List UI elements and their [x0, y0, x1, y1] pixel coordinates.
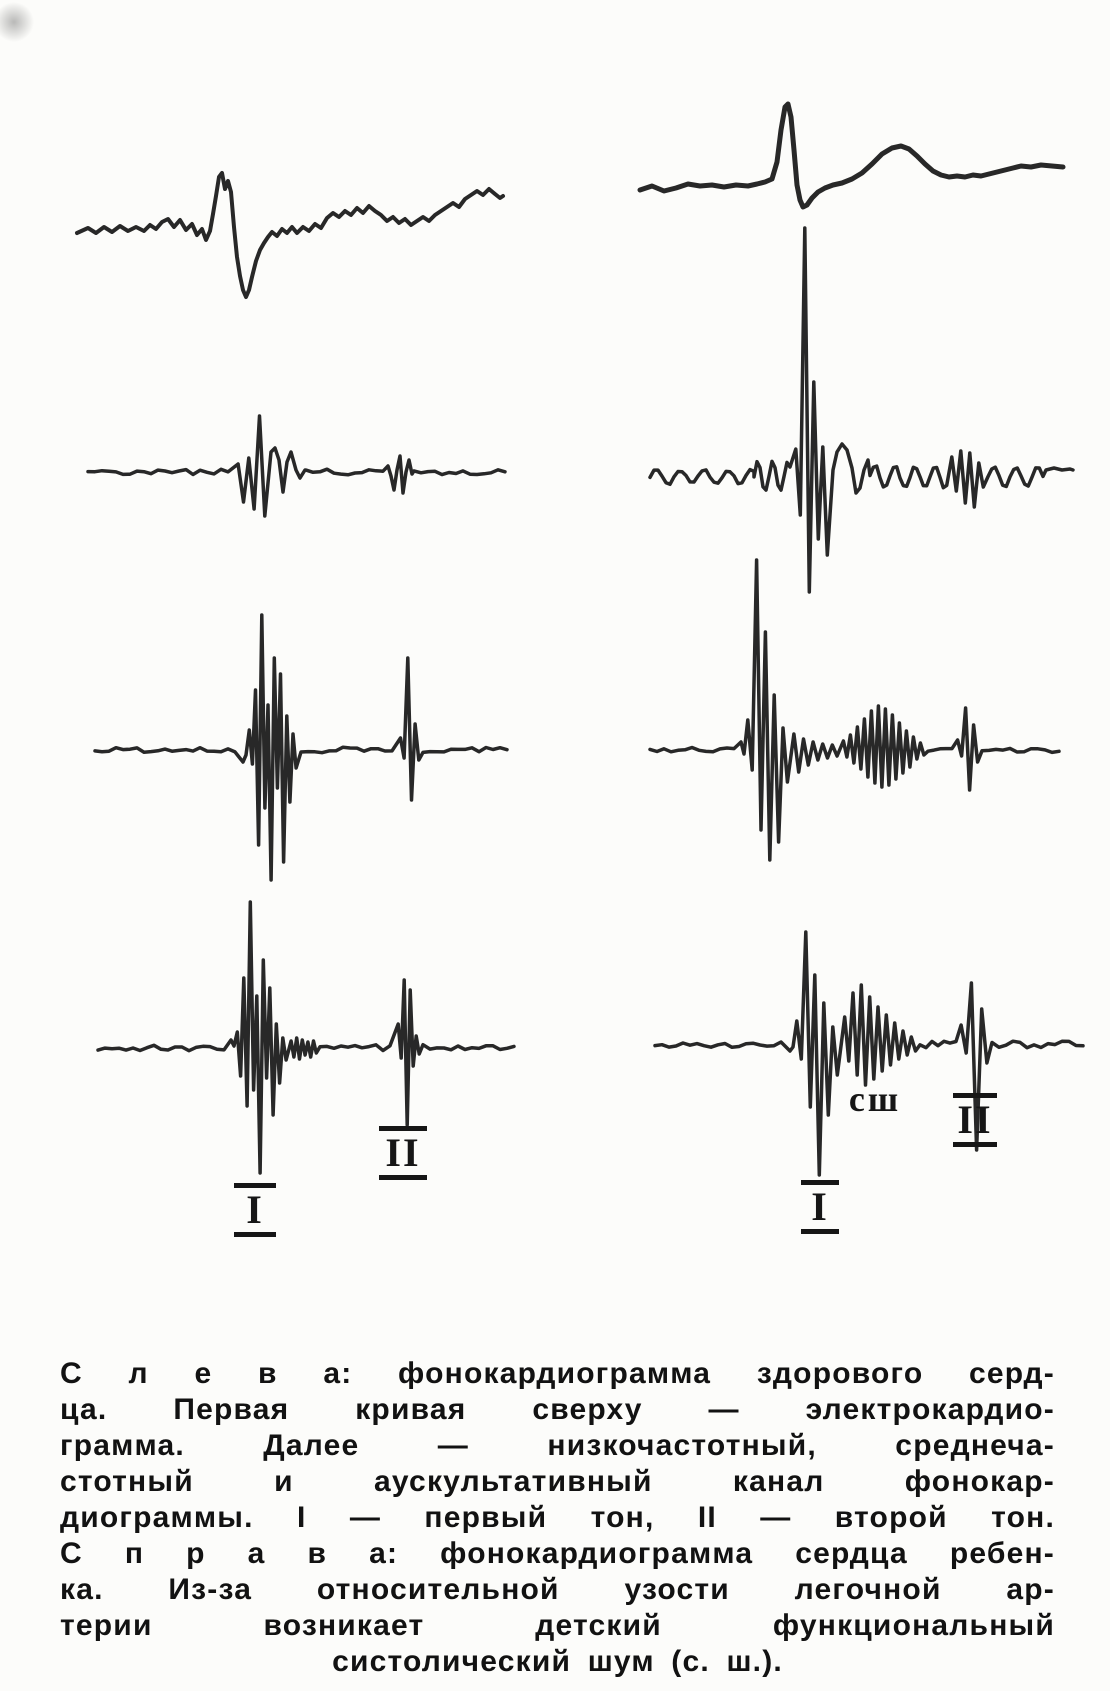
phonocardiogram-traces [75, 101, 1085, 1177]
tone-marker-label: II [385, 1130, 421, 1175]
trace-left-auscultatory [96, 900, 516, 1175]
caption-line-9: систолический шум (с. ш.). [332, 1645, 783, 1678]
caption-line-7: ка. Из-за относительной узости легочной … [60, 1573, 1055, 1606]
caption-line-3: грамма. Далее — низкочастотный, среднеча… [60, 1429, 1055, 1462]
figure-caption: С л е в а: фонокардиограмма здорового се… [60, 1356, 1055, 1680]
trace-right-auscultatory [653, 930, 1085, 1177]
caption-line-4: стотный и аускультативный канал фонокар- [60, 1465, 1055, 1498]
trace-left-low-freq [86, 414, 507, 518]
tone-marker-II-right: II [953, 1093, 997, 1147]
trace-left-ecg [75, 171, 505, 299]
trace-right-ecg [637, 101, 1066, 210]
caption-line-1: С л е в а: фонокардиограмма здорового се… [60, 1357, 1055, 1390]
murmur-label-text: сш [848, 1079, 902, 1119]
tone-marker-II-left: II [379, 1126, 427, 1180]
trace-right-low-freq [648, 226, 1075, 594]
murmur-label-right: сш [845, 1080, 905, 1118]
trace-right-mid-freq [648, 558, 1061, 862]
tone-marker-label: II [957, 1097, 993, 1142]
trace-left-mid-freq [93, 613, 509, 882]
tone-marker-label: I [811, 1184, 829, 1229]
tone-marker-I-right: I [801, 1180, 839, 1234]
caption-line-6: С п р а в а: фонокардиограмма сердца реб… [60, 1537, 1055, 1570]
tone-marker-label: I [246, 1187, 264, 1232]
tone-marker-I-left: I [234, 1183, 276, 1237]
caption-line-2: ца. Первая кривая сверху — электрокардио… [60, 1393, 1055, 1426]
caption-line-8: терии возникает детский функциональный [60, 1609, 1055, 1642]
caption-line-5: диограммы. I — первый тон, II — второй т… [60, 1501, 1055, 1534]
